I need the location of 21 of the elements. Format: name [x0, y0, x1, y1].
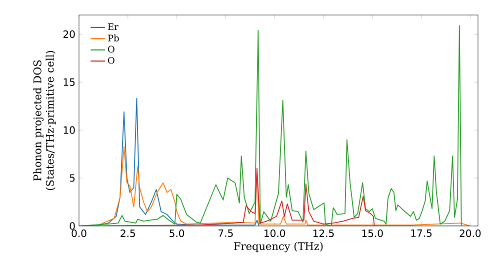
- y-tick-label: 5: [70, 174, 75, 182]
- x-tick-label: 20.0: [460, 230, 481, 238]
- y-tick-label: 10: [64, 126, 75, 134]
- x-tick-label: 7.5: [218, 230, 233, 237]
- x-tick-label: 15.0: [362, 230, 383, 238]
- line-series: [79, 168, 471, 226]
- y-tick-label: 0: [70, 222, 75, 230]
- x-tick-label: 10.0: [264, 230, 286, 238]
- x-tick-label: 0.0: [72, 230, 86, 238]
- y-axis-title: Phonon projected DOS (States/THz·primitive cell): [33, 50, 56, 190]
- y-tick-label: 15: [64, 78, 75, 86]
- x-tick-label: 5.0: [170, 230, 184, 238]
- x-tick-label: 17.5: [411, 230, 432, 237]
- legend-label: O: [108, 56, 114, 64]
- legend-label: Er: [108, 23, 118, 30]
- x-axis-title: Frequency (THz): [234, 242, 323, 252]
- y-tick-label: 20: [63, 30, 75, 38]
- x-tick-label: 2.5: [120, 230, 135, 238]
- legend-label: Pb: [108, 34, 119, 42]
- x-tick-label: 12.5: [313, 230, 334, 238]
- legend-label: O: [108, 46, 114, 53]
